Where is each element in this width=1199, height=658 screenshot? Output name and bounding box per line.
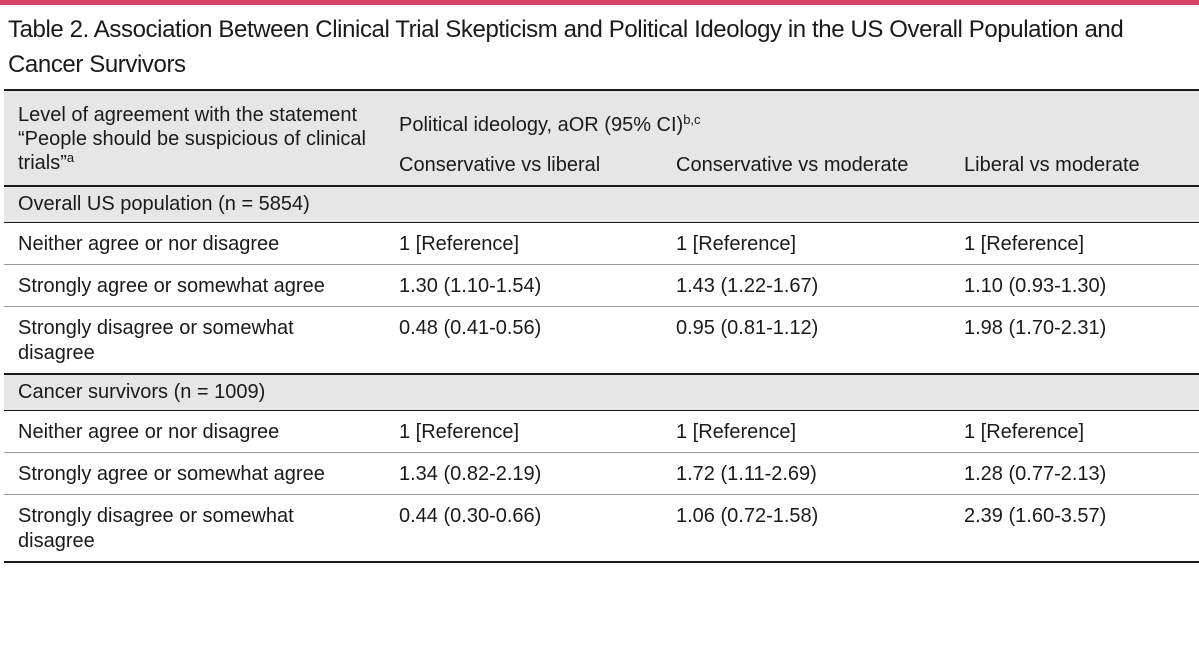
section-row-overall: Overall US population (n = 5854) (4, 185, 1199, 223)
table-cell: 1.43 (1.22-1.67) (662, 264, 950, 307)
table-cell: 1 [Reference] (662, 410, 950, 453)
data-table: Level of agreement with the statement “P… (4, 89, 1199, 563)
column-header: Liberal vs moderate (964, 154, 1140, 176)
table-cell: 1.30 (1.10-1.54) (385, 264, 662, 307)
table-cell: 0.44 (0.30-0.66) (385, 494, 662, 563)
corner-header: Level of agreement with the statement “P… (4, 89, 385, 186)
table-cell: 1.28 (0.77-2.13) (950, 452, 1199, 495)
row-label: Strongly disagree or somewhat disagree (18, 317, 294, 364)
table-row: Neither agree or nor disagree 1 [Referen… (4, 222, 1199, 265)
footnote-marker-bc: b,c (683, 112, 701, 127)
row-label: Strongly disagree or somewhat disagree (4, 494, 385, 563)
table-header: Level of agreement with the statement “P… (4, 89, 1199, 186)
row-label: Neither agree or nor disagree (4, 222, 385, 265)
table-cell: 1.10 (0.93-1.30) (950, 264, 1199, 307)
table-row: Strongly disagree or somewhat disagree 0… (4, 494, 1199, 563)
table-row: Neither agree or nor disagree 1 [Referen… (4, 410, 1199, 453)
table-cell: 1.06 (0.72-1.58) (662, 494, 950, 563)
table-cell: 1.98 (1.70-2.31) (964, 317, 1107, 339)
row-label: Strongly agree or somewhat agree (4, 452, 385, 495)
table-cell: 1.72 (1.11-2.69) (662, 452, 950, 495)
table-cell: 1 [Reference] (385, 222, 662, 265)
row-label: Neither agree or nor disagree (4, 410, 385, 453)
table-cell: 1 [Reference] (950, 410, 1199, 453)
table-row: Strongly agree or somewhat agree 1.34 (0… (4, 452, 1199, 495)
table-cell: 0.48 (0.41-0.56) (399, 317, 542, 339)
table-cell: 0.95 (0.81-1.12) (676, 317, 819, 339)
section-row-cancer-survivors: Cancer survivors (n = 1009) (4, 373, 1199, 411)
footnote-marker-a: a (66, 150, 75, 165)
column-header: Conservative vs moderate (676, 154, 909, 176)
table-cell: 2.39 (1.60-3.57) (950, 494, 1199, 563)
table-title: Table 2. Association Between Clinical Tr… (8, 16, 1124, 78)
table-cell: 1 [Reference] (950, 222, 1199, 265)
row-label: Strongly agree or somewhat agree (4, 264, 385, 307)
column-header: Conservative vs liberal (399, 154, 601, 176)
table-cell: 1 [Reference] (385, 410, 662, 453)
table-body: Overall US population (n = 5854) Neither… (4, 185, 1199, 563)
table-cell: 1 [Reference] (662, 222, 950, 265)
table-row: Strongly agree or somewhat agree 1.30 (1… (4, 264, 1199, 307)
data-table-container: Level of agreement with the statement “P… (4, 89, 1199, 563)
section-label: Overall US population (n = 5854) (4, 185, 1199, 223)
table-cell: 1.34 (0.82-2.19) (385, 452, 662, 495)
group-header: Political ideology, aOR (95% CI)b,c (385, 89, 1199, 143)
table-row: Strongly disagree or somewhat disagree 0… (4, 307, 1199, 375)
section-label: Cancer survivors (n = 1009) (4, 373, 1199, 411)
corner-header-text: Level of agreement with the statement “P… (18, 104, 366, 174)
accent-bar (0, 0, 1199, 5)
group-header-text: Political ideology, aOR (95% CI) (399, 114, 684, 136)
